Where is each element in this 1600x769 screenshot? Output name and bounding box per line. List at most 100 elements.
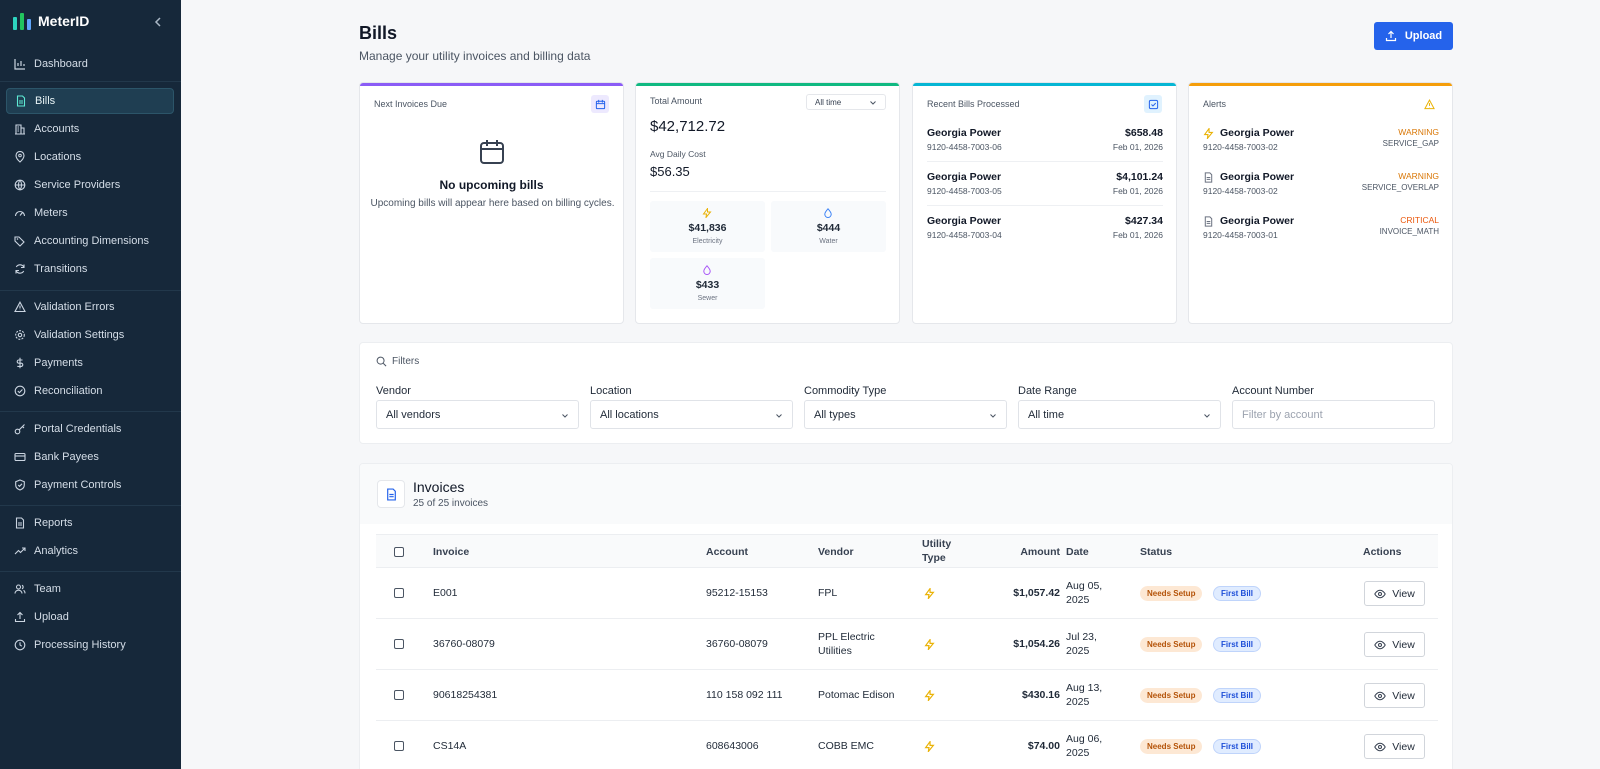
sidebar-item-portal-credentials[interactable]: Portal Credentials (6, 416, 174, 442)
sidebar-item-analytics[interactable]: Analytics (6, 538, 174, 564)
date-range-select-value: All time (1028, 408, 1065, 421)
empty-state-subtitle: Upcoming bills will appear here based on… (370, 198, 615, 209)
recent-bill-date: Feb 01, 2026 (1112, 230, 1163, 240)
col-vendor[interactable]: Vendor (818, 546, 854, 558)
col-status[interactable]: Status (1140, 546, 1173, 558)
col-amount[interactable]: Amount (1020, 546, 1060, 558)
document-icon (1204, 216, 1213, 227)
status-badge-needs-setup: Needs Setup (1140, 739, 1203, 754)
sidebar-item-reports[interactable]: Reports (6, 510, 174, 536)
sidebar-item-label: Reconciliation (34, 385, 103, 397)
col-invoice[interactable]: Invoice (433, 546, 470, 558)
sidebar-item-label: Meters (34, 207, 68, 219)
table-row[interactable]: CS14A 608643006 COBB EMC $74.00 Aug 06, … (376, 721, 1438, 769)
sidebar-item-processing-history[interactable]: Processing History (6, 632, 174, 658)
sidebar-item-bills[interactable]: Bills (6, 88, 174, 114)
sidebar-item-validation-errors[interactable]: Validation Errors (6, 294, 174, 320)
invoice-number[interactable]: 36760-08079 (433, 638, 495, 650)
view-button[interactable]: View (1364, 683, 1425, 708)
status-badge-needs-setup: Needs Setup (1140, 586, 1203, 601)
sidebar-item-service-providers[interactable]: Service Providers (6, 172, 174, 198)
row-checkbox[interactable] (394, 690, 404, 700)
recent-bill-amount: $4,101.24 (1116, 171, 1163, 183)
nav-divider (0, 411, 181, 412)
alert-code: SERVICE_OVERLAP (1361, 183, 1439, 192)
recent-bills-card: Recent Bills Processed Georgia Power 912… (912, 82, 1177, 324)
row-checkbox[interactable] (394, 588, 404, 598)
recent-bill-amount: $658.48 (1125, 127, 1163, 139)
filters-heading: Filters (376, 356, 419, 367)
alert-row[interactable]: Georgia Power 9120-4458-7003-01 CRITICAL… (1203, 205, 1439, 249)
sidebar-item-validation-settings[interactable]: Validation Settings (6, 322, 174, 348)
row-checkbox[interactable] (394, 639, 404, 649)
sidebar-item-label: Locations (34, 151, 82, 163)
invoice-date-line2: 2025 (1066, 645, 1090, 657)
recent-bill-date: Feb 01, 2026 (1112, 142, 1163, 152)
commodity-select-value: All types (814, 408, 856, 421)
sidebar-item-team[interactable]: Team (6, 576, 174, 602)
sidebar-item-meters[interactable]: Meters (6, 200, 174, 226)
sidebar-item-payment-controls[interactable]: Payment Controls (6, 472, 174, 498)
alert-code: SERVICE_GAP (1382, 139, 1439, 148)
recent-bill-account: 9120-4458-7003-04 (927, 230, 1002, 240)
alert-level: WARNING (1398, 127, 1439, 137)
sidebar-item-label: Portal Credentials (34, 423, 122, 435)
calendar-empty-icon (480, 140, 504, 164)
sidebar-item-accounts[interactable]: Accounts (6, 116, 174, 142)
table-row[interactable]: 36760-08079 36760-08079 PPL Electric Uti… (376, 619, 1438, 670)
sidebar-item-payments[interactable]: Payments (6, 350, 174, 376)
account-number-input[interactable]: Filter by account (1232, 400, 1435, 429)
commodity-select[interactable]: All types (804, 400, 1007, 429)
table-row[interactable]: 90618254381 110 158 092 111 Potomac Edis… (376, 670, 1438, 721)
date-range-select[interactable]: All time (1018, 400, 1221, 429)
upload-button[interactable]: Upload (1374, 22, 1453, 50)
col-actions: Actions (1363, 546, 1402, 558)
recent-bill-row[interactable]: Georgia Power 9120-4458-7003-06 $658.48 … (927, 117, 1163, 161)
card-accent-bar (913, 83, 1176, 86)
sidebar-item-dashboard[interactable]: Dashboard (6, 51, 174, 77)
total-amount-card: Total Amount All time $42,712.72 Avg Dai… (635, 82, 900, 324)
col-date[interactable]: Date (1066, 546, 1089, 558)
upload-icon (14, 611, 26, 623)
sidebar-item-label: Upload (34, 611, 69, 623)
row-checkbox[interactable] (394, 741, 404, 751)
col-utility-type-line2[interactable]: Type (922, 552, 946, 564)
recent-bill-row[interactable]: Georgia Power 9120-4458-7003-04 $427.34 … (927, 205, 1163, 249)
alerts-card: Alerts Georgia Power 9120-4458-7003-02 W… (1188, 82, 1453, 324)
alert-row[interactable]: Georgia Power 9120-4458-7003-02 WARNING … (1203, 161, 1439, 205)
sidebar-item-reconciliation[interactable]: Reconciliation (6, 378, 174, 404)
bolt-icon (924, 741, 935, 752)
sidebar-item-accounting-dimensions[interactable]: Accounting Dimensions (6, 228, 174, 254)
view-button[interactable]: View (1364, 632, 1425, 657)
location-select[interactable]: All locations (590, 400, 793, 429)
col-utility-type-line1[interactable]: Utility (922, 538, 952, 550)
chevron-down-icon (1204, 414, 1210, 418)
invoice-number[interactable]: CS14A (433, 740, 467, 752)
status-badge-needs-setup: Needs Setup (1140, 688, 1203, 703)
vendor-name: Potomac Edison (818, 689, 895, 701)
sidebar-item-locations[interactable]: Locations (6, 144, 174, 170)
brand[interactable]: MeterID (12, 11, 89, 31)
time-range-select[interactable]: All time (806, 94, 886, 110)
invoice-amount: $1,057.42 (1013, 587, 1060, 599)
invoices-panel: Invoices 25 of 25 invoices Invoice Accou… (359, 463, 1453, 769)
sidebar-item-transitions[interactable]: Transitions (6, 256, 174, 282)
breakdown-label: Water (819, 238, 838, 245)
view-button[interactable]: View (1364, 581, 1425, 606)
invoice-amount: $430.16 (1022, 689, 1060, 701)
time-range-value: All time (815, 97, 842, 107)
sidebar-item-label: Bank Payees (34, 451, 99, 463)
sidebar-item-bank-payees[interactable]: Bank Payees (6, 444, 174, 470)
invoice-number[interactable]: E001 (433, 587, 458, 599)
view-button-label: View (1392, 638, 1415, 651)
recent-bill-row[interactable]: Georgia Power 9120-4458-7003-05 $4,101.2… (927, 161, 1163, 205)
sidebar-item-upload[interactable]: Upload (6, 604, 174, 630)
table-row[interactable]: E001 95212-15153 FPL $1,057.42 Aug 05, 2… (376, 568, 1438, 619)
select-all-checkbox[interactable] (394, 547, 404, 557)
invoice-number[interactable]: 90618254381 (433, 689, 498, 701)
view-button[interactable]: View (1364, 734, 1425, 759)
col-account[interactable]: Account (706, 546, 748, 558)
vendor-select[interactable]: All vendors (376, 400, 579, 429)
alert-row[interactable]: Georgia Power 9120-4458-7003-02 WARNING … (1203, 117, 1439, 161)
collapse-sidebar-icon[interactable] (150, 14, 166, 30)
